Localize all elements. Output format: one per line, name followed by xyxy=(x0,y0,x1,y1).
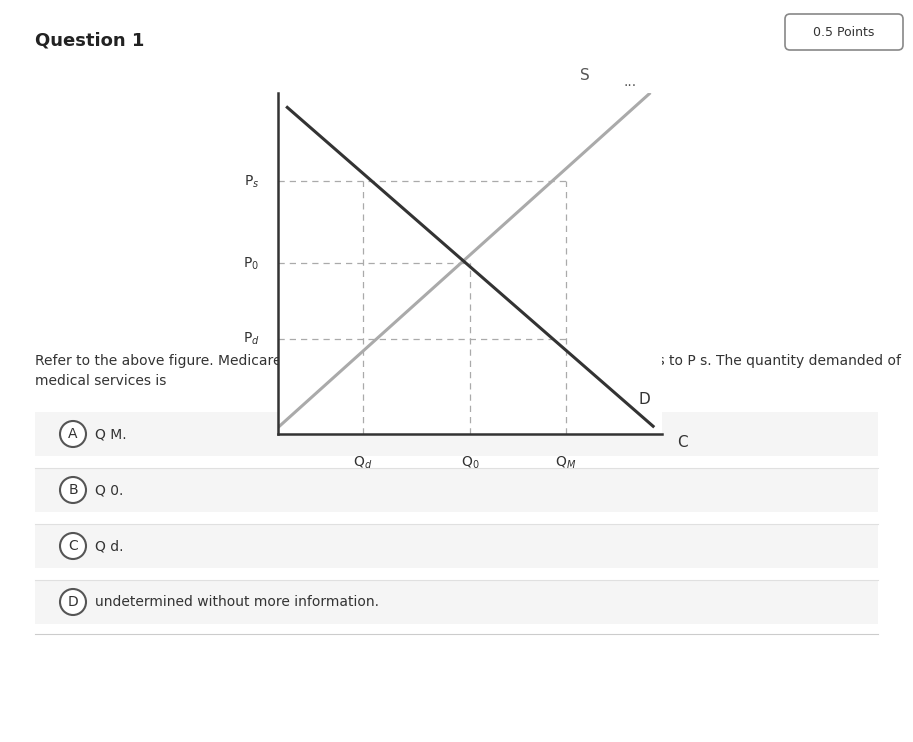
Text: Q$_d$: Q$_d$ xyxy=(353,455,373,471)
Text: A: A xyxy=(68,427,78,441)
Text: Q 0.: Q 0. xyxy=(95,483,123,497)
Text: Q$_0$: Q$_0$ xyxy=(461,455,479,471)
FancyBboxPatch shape xyxy=(35,412,878,456)
Text: 0.5 Points: 0.5 Points xyxy=(813,25,875,39)
Circle shape xyxy=(60,477,86,503)
Circle shape xyxy=(60,533,86,559)
Text: P$_s$: P$_s$ xyxy=(244,174,259,190)
Text: Question 1: Question 1 xyxy=(35,32,144,50)
Text: D: D xyxy=(68,595,79,609)
Text: Refer to the above figure. Medicare subsidies have increased the price of medica: Refer to the above figure. Medicare subs… xyxy=(35,354,901,368)
Text: C: C xyxy=(68,539,78,553)
Circle shape xyxy=(60,589,86,615)
Text: D: D xyxy=(639,393,651,407)
FancyBboxPatch shape xyxy=(785,14,903,50)
Text: undetermined without more information.: undetermined without more information. xyxy=(95,595,379,609)
Text: Q$_M$: Q$_M$ xyxy=(555,455,577,471)
FancyBboxPatch shape xyxy=(35,524,878,568)
FancyBboxPatch shape xyxy=(35,468,878,512)
Text: S: S xyxy=(581,68,590,82)
Circle shape xyxy=(60,421,86,447)
Text: P$_0$: P$_0$ xyxy=(243,255,259,272)
Text: medical services is: medical services is xyxy=(35,374,166,388)
Text: Q M.: Q M. xyxy=(95,427,127,441)
Text: ...: ... xyxy=(624,76,636,89)
Text: P$_d$: P$_d$ xyxy=(243,330,259,347)
FancyBboxPatch shape xyxy=(35,580,878,624)
Text: Q d.: Q d. xyxy=(95,539,123,553)
Text: B: B xyxy=(68,483,78,497)
Text: C: C xyxy=(677,435,687,450)
